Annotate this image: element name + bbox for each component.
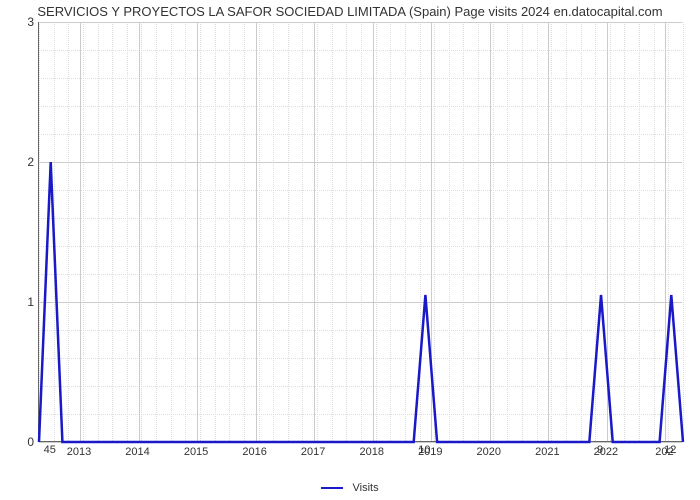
peak-value-label: 45	[44, 444, 56, 456]
x-tick-label: 2018	[359, 446, 383, 458]
x-tick-label: 2015	[184, 446, 208, 458]
y-tick-label: 1	[20, 295, 34, 309]
x-tick-label: 2021	[535, 446, 559, 458]
x-tick-label: 2014	[125, 446, 149, 458]
x-tick-label: 2017	[301, 446, 325, 458]
y-tick-label: 3	[20, 15, 34, 29]
peak-value-label: 9	[597, 444, 603, 456]
chart-title: SERVICIOS Y PROYECTOS LA SAFOR SOCIEDAD …	[0, 4, 700, 19]
chart-plot-area	[38, 22, 682, 442]
peak-value-label: 10	[418, 444, 430, 456]
y-tick-label: 0	[20, 435, 34, 449]
x-tick-label: 2016	[242, 446, 266, 458]
legend-label: Visits	[352, 482, 378, 494]
peak-value-label: 12	[664, 444, 676, 456]
x-tick-label: 2013	[67, 446, 91, 458]
y-tick-label: 2	[20, 155, 34, 169]
x-tick-label: 2020	[477, 446, 501, 458]
legend-swatch	[321, 487, 343, 489]
line-series	[39, 22, 682, 441]
legend: Visits	[0, 482, 700, 494]
